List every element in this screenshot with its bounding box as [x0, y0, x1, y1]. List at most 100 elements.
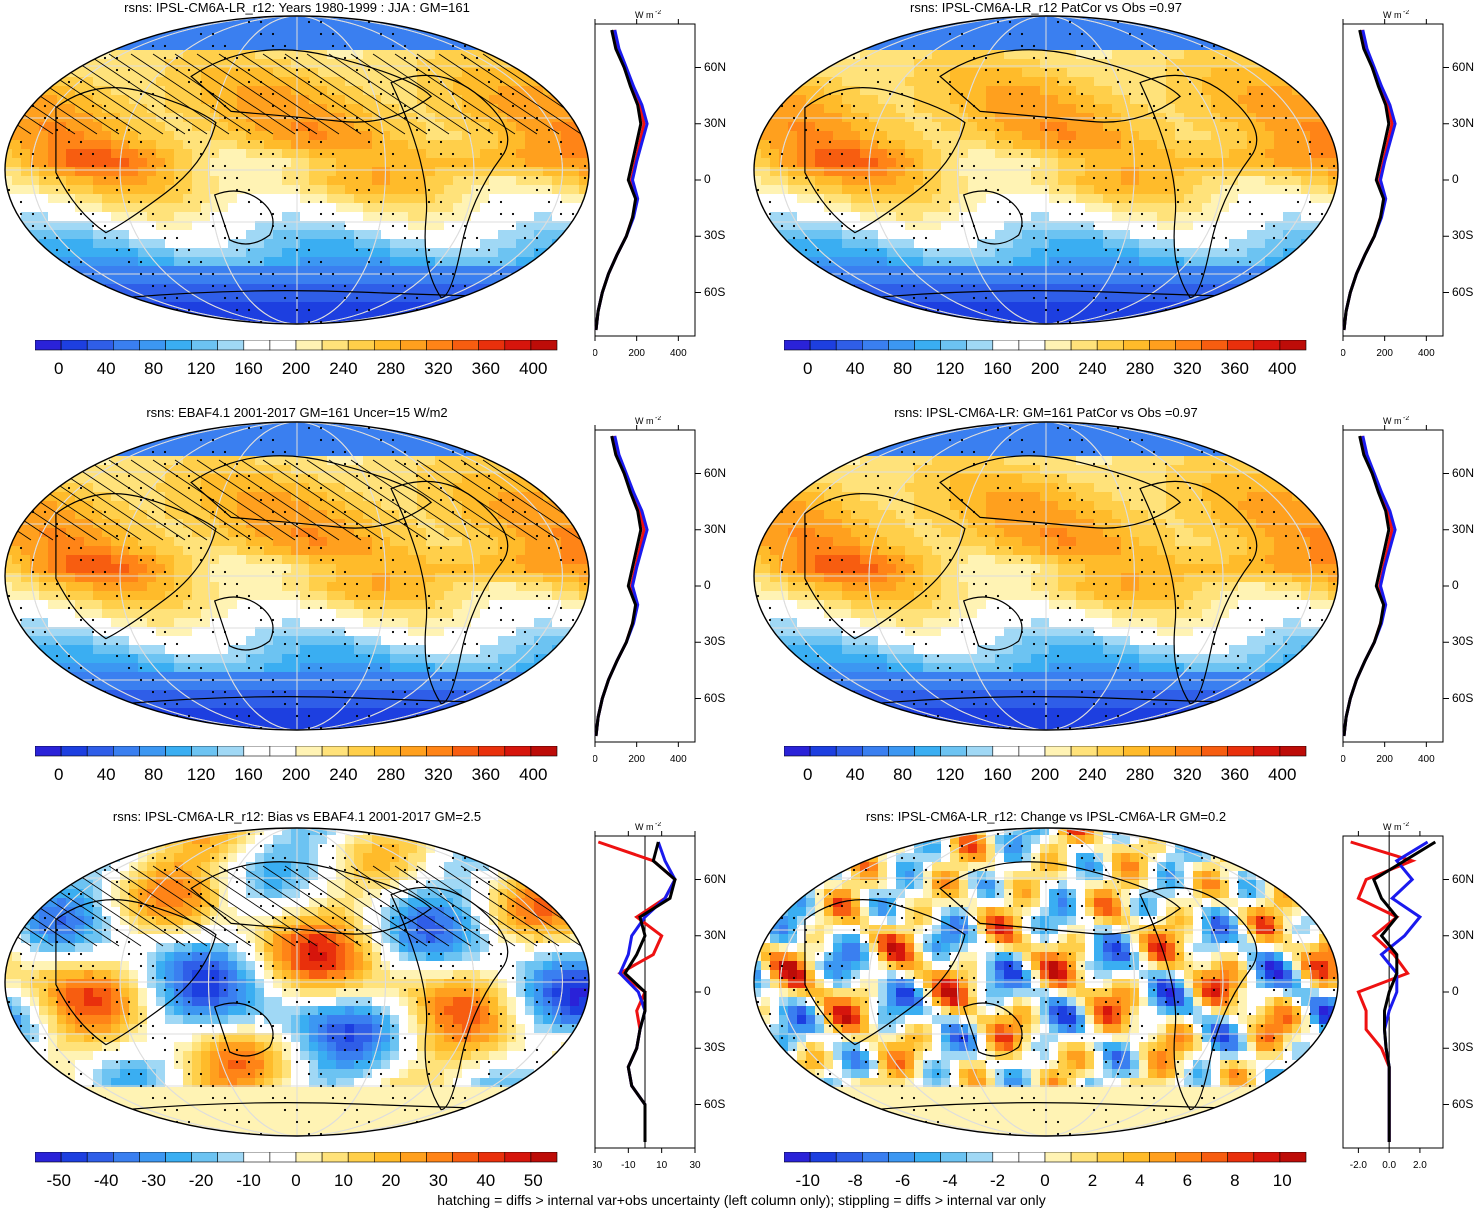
panel-title: rsns: IPSL-CM6A-LR_r12: Years 1980-1999 … [124, 0, 470, 15]
latitude-label: 30N [704, 521, 727, 536]
colorbar-tick-label: -40 [94, 1171, 119, 1190]
latitude-label: 30N [704, 115, 727, 130]
map-panel [4, 827, 590, 1137]
panel-title: rsns: EBAF4.1 2001-2017 GM=161 Uncer=15 … [146, 405, 448, 420]
colorbar-tick-label: 360 [1221, 765, 1249, 784]
colorbar: 0 40 80 120 160 200 240 280 320 360 400 [784, 746, 1307, 784]
colorbar-tick-label: 240 [1078, 765, 1106, 784]
colorbar-tick-label: 40 [97, 765, 116, 784]
colorbar-tick-label: 200 [282, 359, 310, 378]
latitude-label: 60N [704, 59, 727, 74]
colorbar-tick-label: 80 [144, 765, 163, 784]
colorbar-tick-label: -6 [895, 1171, 910, 1190]
colorbar-tick-label: 120 [187, 359, 215, 378]
zonal-tick-label: 0 [1341, 348, 1346, 359]
units-exponent: -2 [655, 822, 661, 828]
map-panel [753, 827, 1339, 1137]
colorbar-tick-label: 200 [1031, 765, 1059, 784]
colorbar-tick-label: 120 [187, 765, 215, 784]
zonal-line-red [1342, 29, 1394, 331]
panel-title: rsns: IPSL-CM6A-LR_r12: Change vs IPSL-C… [865, 809, 1227, 824]
latitude-label: 30N [704, 927, 727, 942]
latitude-label: 60S [1452, 1096, 1474, 1111]
zonal-mean-plot: -30 -10 10 30 W m-2 [593, 822, 701, 1171]
colorbar-tick-label: 400 [519, 765, 547, 784]
panel-title: rsns: IPSL-CM6A-LR: GM=161 PatCor vs Obs… [894, 405, 1198, 420]
latitude-label: 30N [1452, 927, 1475, 942]
zonal-line-black [1342, 435, 1391, 737]
latitude-label: 60N [1452, 465, 1475, 480]
zonal-mean-plot: 0 200 400 W m -2 [1341, 416, 1449, 765]
map-panel [4, 15, 590, 325]
units-exponent: -2 [655, 10, 661, 16]
zonal-tick-label: 0 [593, 348, 598, 359]
units-label: W m [1383, 10, 1402, 20]
colorbar-tick-label: 400 [1268, 765, 1296, 784]
zonal-tick-label: 200 [628, 348, 645, 359]
colorbar-tick-label: 10 [334, 1171, 353, 1190]
panel-title: rsns: IPSL-CM6A-LR_r12: Bias vs EBAF4.1 … [112, 809, 482, 824]
zonal-line-black [1371, 840, 1437, 1142]
zonal-line-red [1342, 435, 1394, 737]
colorbar-tick-label: 0 [54, 359, 63, 378]
colorbar-tick-label: 200 [1031, 359, 1059, 378]
zonal-tick-label: 400 [1418, 348, 1435, 359]
colorbar-tick-label: 280 [1126, 359, 1154, 378]
colorbar-tick-label: 0 [803, 765, 812, 784]
colorbar-tick-label: 30 [429, 1171, 448, 1190]
units-label: W m [635, 10, 654, 20]
zonal-line-blue [618, 841, 677, 1142]
zonal-mean-plot: 0 200 400 W m -2 [593, 10, 701, 359]
colorbar-tick-label: 50 [524, 1171, 543, 1190]
colorbar-tick-label: -50 [46, 1171, 71, 1190]
units-label: W m [635, 416, 654, 426]
colorbar-tick-label: 80 [893, 359, 912, 378]
zonal-tick-label: 10 [656, 1160, 668, 1171]
zonal-tick-label: 400 [670, 348, 687, 359]
panel-title: rsns: IPSL-CM6A-LR_r12 PatCor vs Obs =0.… [909, 0, 1183, 15]
zonal-line-black [594, 435, 643, 737]
latitude-label: 60N [704, 465, 727, 480]
colorbar-tick-label: -10 [236, 1171, 261, 1190]
colorbar-tick-label: 320 [424, 765, 452, 784]
units-exponent: -2 [655, 416, 661, 422]
zonal-tick-label: 400 [1418, 754, 1435, 765]
colorbar-tick-label: 320 [1173, 765, 1201, 784]
colorbar-tick-label: 0 [54, 765, 63, 784]
colorbar-tick-label: 360 [1221, 359, 1249, 378]
zonal-mean-plot: 0 200 400 W m -2 [593, 416, 701, 765]
zonal-mean-plot: 0 200 400 W m -2 [1341, 10, 1449, 359]
colorbar-tick-label: 40 [846, 765, 865, 784]
latitude-label: 0 [704, 172, 711, 186]
colorbar: 0 40 80 120 160 200 240 280 320 360 400 [784, 340, 1307, 378]
colorbar: 0 40 80 120 160 200 240 280 320 360 400 [35, 340, 558, 378]
latitude-label: 0 [704, 984, 711, 998]
latitude-label: 30N [1452, 115, 1475, 130]
map-panel [753, 421, 1339, 731]
latitude-label: 30S [1452, 634, 1474, 649]
zonal-tick-label: 2.0 [1413, 1160, 1427, 1171]
colorbar: -10 -8 -6 -4 -2 0 2 4 6 8 10 [784, 1152, 1307, 1190]
units-label: W m [1383, 822, 1402, 832]
zonal-tick-label: 0 [1341, 754, 1346, 765]
colorbar-tick-label: 80 [144, 359, 163, 378]
zonal-tick-label: 30 [689, 1160, 701, 1171]
units-exponent: -2 [1403, 416, 1409, 422]
zonal-tick-label: -30 [593, 1160, 603, 1171]
latitude-label: 60S [1452, 284, 1474, 299]
zonal-tick-label: 0.0 [1382, 1160, 1396, 1171]
colorbar-tick-label: 240 [329, 359, 357, 378]
zonal-tick-label: 200 [1376, 754, 1393, 765]
latitude-label: 60S [704, 690, 726, 705]
latitude-label: 0 [704, 578, 711, 592]
latitude-label: 60N [704, 871, 727, 886]
latitude-label: 0 [1452, 984, 1459, 998]
latitude-label: 30S [1452, 1040, 1474, 1055]
latitude-label: 30S [704, 228, 726, 243]
latitude-label: 30S [704, 1040, 726, 1055]
colorbar-tick-label: -8 [848, 1171, 863, 1190]
zonal-line-black [594, 29, 643, 331]
colorbar-tick-label: 240 [329, 765, 357, 784]
colorbar-tick-label: 40 [97, 359, 116, 378]
colorbar-tick-label: 120 [936, 765, 964, 784]
